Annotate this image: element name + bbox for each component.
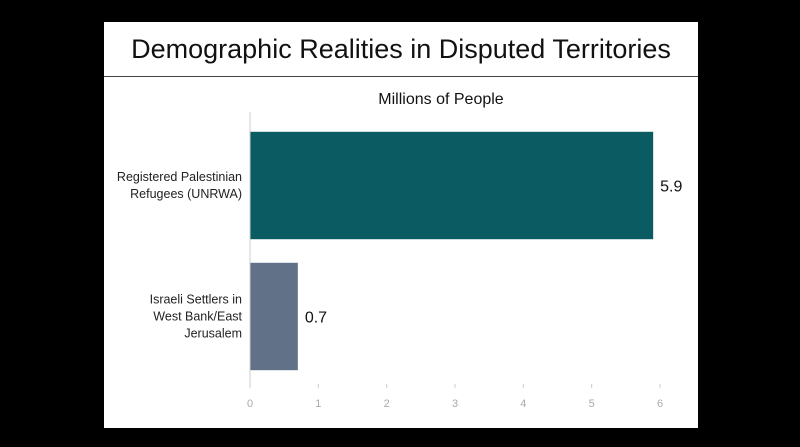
x-tick-label-5: 5 [589,398,595,410]
x-tick-label-6: 6 [657,398,663,410]
x-tick-label-4: 4 [520,398,526,410]
value-label-0: 5.9 [660,179,682,196]
value-label-1: 0.7 [305,310,327,327]
bar-0 [250,131,654,240]
title-divider [104,76,698,77]
bar-chart: Millions of People 5.9 Registered Palestin… [117,91,683,410]
x-tick-label-1: 1 [315,398,321,410]
bar-1 [250,262,298,371]
x-tick-label-2: 2 [384,398,390,410]
category-label-1: Israeli Settlers in West Bank/East Jerusal… [150,293,243,341]
x-tick-label-3: 3 [452,398,458,410]
x-axis-label: Millions of People [378,91,504,108]
x-tick-label-0: 0 [247,398,253,410]
chart-card: Demographic Realities in Disputed Territ… [104,22,698,428]
chart-title: Demographic Realities in Disputed Territ… [131,33,671,64]
category-label-0: Registered Palestinian Refugees (UNRWA) [117,170,242,201]
